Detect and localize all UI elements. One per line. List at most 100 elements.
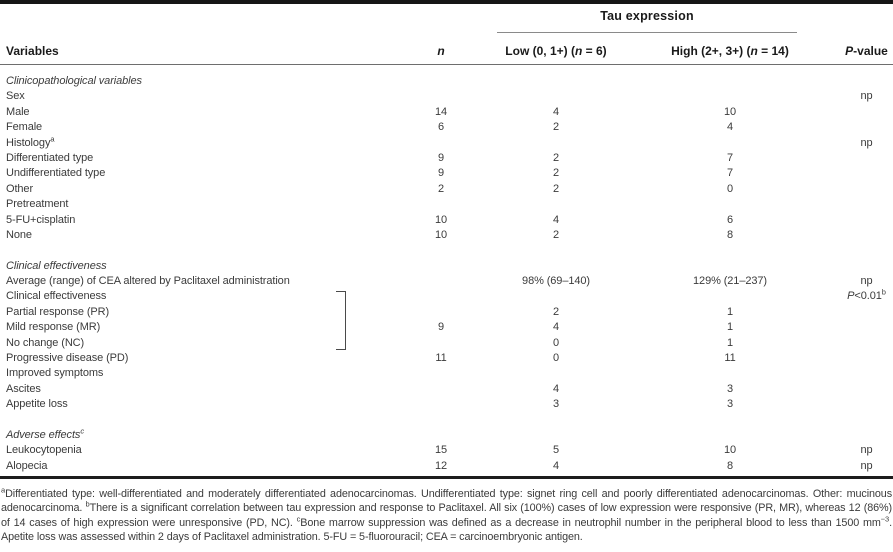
col-header-low-text: Low (0, 1+) ( [505, 44, 575, 58]
cell-low [482, 428, 630, 443]
cell-n [400, 74, 482, 89]
cell-n: 15 [434, 444, 448, 457]
cell-low: 0 [552, 336, 560, 349]
cell-variable: Improved symptoms [6, 367, 104, 380]
cell-variable: Clinical effectiveness [6, 290, 107, 303]
col-header-low-n: n [574, 44, 583, 58]
cell-variable: 5-FU+cisplatin [6, 213, 76, 226]
cell-variable: Sex [6, 90, 25, 103]
cell-low: 2 [552, 305, 560, 318]
cell-n [400, 382, 482, 397]
table-row: None 10 2 8 [0, 228, 893, 243]
table-row: Clinical effectiveness [0, 259, 893, 274]
cell-low [482, 89, 630, 104]
cell-n: 12 [434, 459, 448, 472]
cell-high: 7 [726, 167, 734, 180]
cell-low [482, 289, 630, 304]
cell-n: 9 [437, 151, 445, 164]
cell-variable: Histologya [6, 133, 55, 149]
cell-n [400, 136, 482, 151]
cell-n: 11 [435, 352, 447, 365]
cell-pvalue [830, 351, 893, 366]
table-row: No change (NC) 0 1 [0, 336, 893, 351]
cell-variable: Male [6, 105, 30, 118]
cell-n [400, 197, 482, 212]
cell-n: 9 [437, 321, 445, 334]
cell-variable: Differentiated type [6, 151, 94, 164]
cell-high: 1 [726, 321, 734, 334]
cell-variable: Clinicopathological variables [6, 75, 142, 87]
col-header-high-text: High (2+, 3+) ( [671, 44, 751, 58]
cell-pvalue [830, 305, 893, 320]
cell-high: 11 [724, 352, 736, 365]
table-row: 5-FU+cisplatin 10 4 6 [0, 213, 893, 228]
tau-expression-spanner-rule [497, 32, 797, 34]
spacer-row [0, 243, 893, 258]
cell-pvalue: np [860, 90, 873, 103]
table-row: Undifferentiated type 9 2 7 [0, 166, 893, 181]
cell-variable: Ascites [6, 382, 41, 395]
cell-pvalue [830, 320, 893, 335]
cell-pvalue [830, 182, 893, 197]
cell-pvalue [830, 120, 893, 135]
cell-low [482, 136, 630, 151]
cell-low: 4 [552, 105, 560, 118]
cell-pvalue [830, 74, 893, 89]
cell-high: 10 [723, 105, 737, 118]
cell-n [400, 366, 482, 381]
cell-high: 0 [726, 182, 734, 195]
cell-n [400, 336, 482, 351]
cell-variable: None [6, 228, 32, 241]
cell-low: 4 [552, 321, 560, 334]
cell-pvalue [830, 382, 893, 397]
table-row: Female 6 2 4 [0, 120, 893, 135]
cell-low: 2 [552, 151, 560, 164]
cell-pvalue [830, 228, 893, 243]
table-row: Male 14 4 10 [0, 105, 893, 120]
cell-high [630, 89, 830, 104]
table-row: Average (range) of CEA altered by Paclit… [0, 274, 893, 289]
cell-low: 4 [552, 382, 560, 395]
cell-high: 4 [726, 121, 734, 134]
top-rule [0, 0, 893, 4]
cell-high: 8 [726, 228, 734, 241]
cell-n [400, 89, 482, 104]
cell-pvalue: P<0.01b [847, 287, 886, 303]
cell-variable: Appetite loss [6, 398, 68, 411]
cell-high [630, 74, 830, 89]
cell-pvalue [830, 197, 893, 212]
cell-n [400, 259, 482, 274]
cell-high [630, 136, 830, 151]
table-body: Clinicopathological variables Sex np Male 1 4… [0, 74, 893, 474]
cell-variable: Clinical effectiveness [6, 259, 107, 272]
col-header-high-suffix: = 14) [757, 44, 789, 58]
col-header-high: High (2+, 3+) (n = 14) [630, 44, 830, 58]
tau-expression-spanner-label: Tau expression [600, 9, 694, 23]
table-row: Appetite loss 3 3 [0, 397, 893, 412]
cell-high: 1 [726, 336, 734, 349]
col-header-pvalue: P-value [830, 44, 893, 58]
cell-low [482, 366, 630, 381]
cell-low: 98% (69–140) [522, 275, 590, 288]
table-row: Clinical effectiveness P<0.01b [0, 289, 893, 304]
cell-n: 2 [437, 182, 445, 195]
cell-pvalue [830, 166, 893, 181]
cell-high [630, 259, 830, 274]
cell-variable: Pretreatment [6, 198, 69, 211]
cell-variable: Partial response (PR) [6, 305, 110, 318]
cell-variable: Alopecia [6, 459, 48, 472]
table-row: Differentiated type 9 2 7 [0, 151, 893, 166]
cell-low: 2 [552, 121, 560, 134]
cell-low: 2 [552, 167, 560, 180]
cell-n: 9 [437, 167, 445, 180]
table-row: Adverse effectsc [0, 427, 893, 443]
cell-pvalue [830, 397, 893, 412]
cell-pvalue: np [860, 444, 873, 457]
cell-high: 129% (21–237) [693, 275, 767, 288]
spacer-row [0, 413, 893, 428]
cell-high: 8 [726, 459, 734, 472]
col-header-n: n [437, 44, 445, 58]
cell-variable: Mild response (MR) [6, 321, 101, 334]
cell-pvalue [830, 259, 893, 274]
